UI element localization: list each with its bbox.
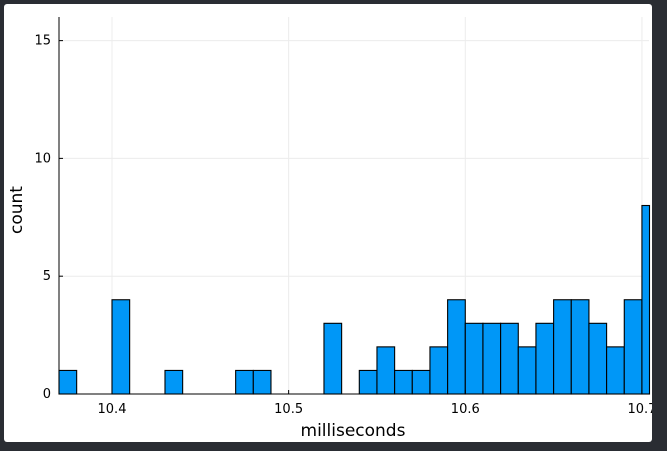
histogram-bar <box>252 369 272 395</box>
histogram-bar <box>111 299 131 395</box>
axes <box>58 17 649 395</box>
histogram-bar <box>623 299 643 395</box>
histogram-bar <box>482 322 502 395</box>
histogram-bar <box>235 369 254 395</box>
x-tick-label: 10.4 <box>98 402 127 417</box>
tick-labels: 10.4 10.5 10.6 10.7 0 5 10 15 <box>34 34 652 417</box>
y-axis-label: count <box>7 186 27 234</box>
histogram-bar <box>376 346 396 395</box>
histogram-bar <box>588 322 608 395</box>
histogram-chart: 10.4 10.5 10.6 10.7 0 5 10 15 milliseconds coun… <box>7 17 652 441</box>
bars <box>58 204 651 395</box>
histogram-bar <box>394 369 413 395</box>
histogram-bar <box>606 346 625 395</box>
histogram-bar <box>323 322 343 395</box>
histogram-bar <box>164 369 184 395</box>
histogram-bar <box>517 346 537 395</box>
histogram-bar <box>411 369 431 395</box>
y-tick-label: 0 <box>43 387 51 402</box>
x-tick-label: 10.7 <box>627 402 652 417</box>
x-tick-label: 10.6 <box>451 402 480 417</box>
histogram-bar <box>500 322 519 395</box>
histogram-bar <box>535 322 555 395</box>
histogram-bar <box>429 346 449 395</box>
y-tick-label: 15 <box>34 34 51 49</box>
histogram-bar <box>570 299 590 395</box>
chart-frame: 10.4 10.5 10.6 10.7 0 5 10 15 milliseconds coun… <box>4 4 652 442</box>
histogram-bar <box>464 322 484 395</box>
histogram-bar <box>358 369 378 395</box>
histogram-bar <box>447 299 466 395</box>
histogram-bar <box>58 369 78 395</box>
y-tick-label: 5 <box>43 269 51 284</box>
x-tick-label: 10.5 <box>274 402 303 417</box>
x-axis-label: milliseconds <box>301 421 406 441</box>
y-tick-label: 10 <box>34 151 51 166</box>
histogram-bar <box>641 204 651 395</box>
histogram-bar <box>553 299 572 395</box>
